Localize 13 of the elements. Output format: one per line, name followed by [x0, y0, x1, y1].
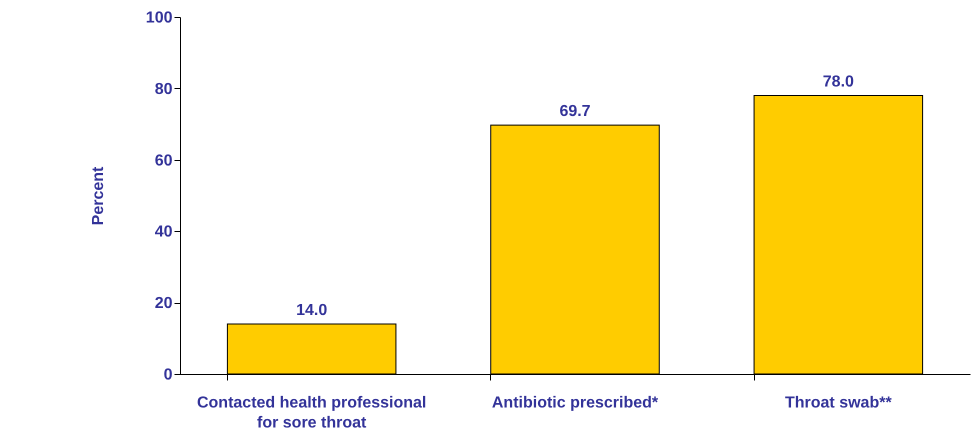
y-axis-title: Percent: [90, 166, 107, 226]
y-tick-label: 20: [154, 295, 173, 312]
data-label: 14.0: [296, 302, 328, 320]
y-tick-label: 0: [164, 366, 173, 384]
data-label: 69.7: [559, 103, 591, 120]
y-tick-label: 40: [154, 224, 173, 241]
x-tick-label: Throat swab**: [784, 394, 892, 412]
data-label: 78.0: [822, 74, 854, 91]
x-tick-label: Contacted health professional for sore throat: [196, 394, 426, 432]
y-tick-label: 60: [154, 152, 173, 170]
y-tick-label: 80: [154, 80, 173, 98]
x-tick-label: Antibiotic prescribed*: [492, 394, 659, 412]
y-tick-label: 100: [146, 10, 173, 26]
